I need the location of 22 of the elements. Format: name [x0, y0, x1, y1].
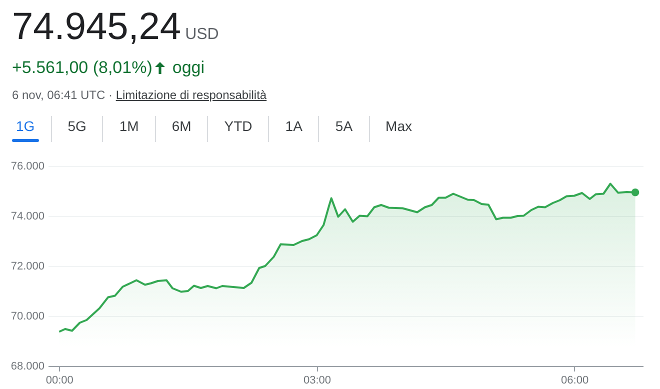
x-tick-label: 03:00 — [303, 374, 332, 386]
y-tick-label: 72.000 — [10, 260, 44, 272]
y-tick-label: 76.000 — [10, 160, 44, 172]
text: 1A — [268, 116, 318, 142]
text: Max — [368, 116, 428, 142]
y-tick-label: 68.000 — [10, 360, 44, 372]
text: 6 nov, 06:41 UTC · — [12, 88, 112, 102]
x-tick-label: 00:00 — [46, 374, 74, 386]
y-tick-label: 74.000 — [10, 210, 44, 222]
text: 5G — [50, 116, 102, 142]
x-tick-label: 06:00 — [561, 374, 589, 386]
text: USD — [185, 26, 219, 43]
text: 5A — [318, 116, 369, 142]
text: YTD — [207, 116, 268, 142]
text: Limitazione di responsabilità — [116, 88, 267, 102]
chart-title: 74.945,24 — [12, 6, 182, 49]
text: 1G — [0, 116, 51, 142]
text: 6M — [154, 116, 208, 142]
text: 1M — [102, 116, 155, 142]
text: oggi — [172, 58, 204, 78]
y-tick-label: 70.000 — [10, 310, 44, 322]
text: +5.561,00 (8,01%) — [12, 58, 152, 78]
